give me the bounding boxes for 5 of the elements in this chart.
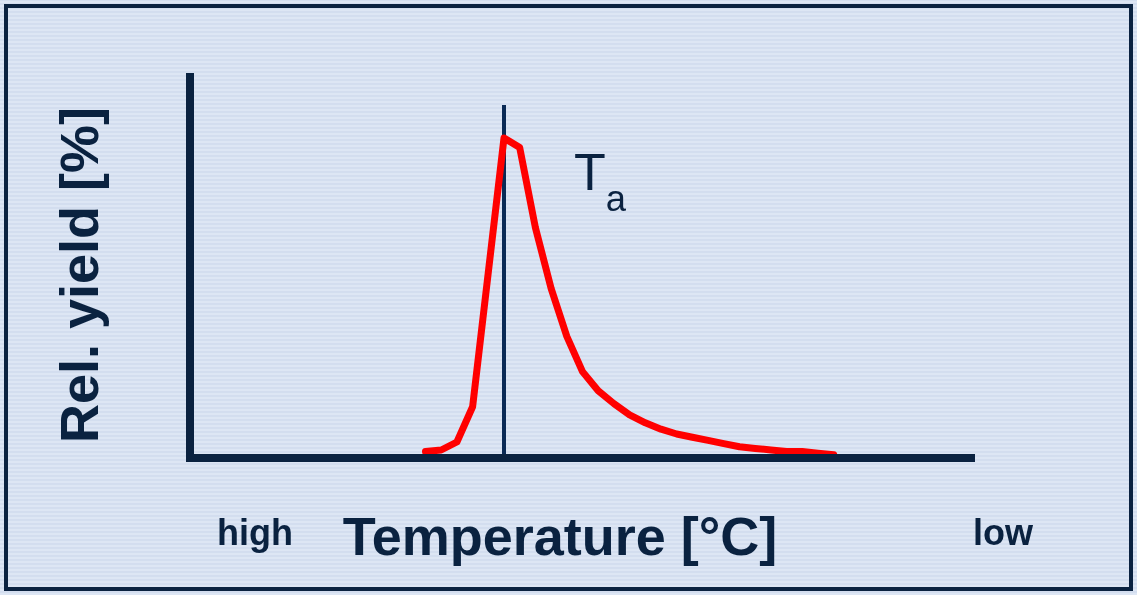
text: low (973, 512, 1034, 553)
text: high (217, 512, 293, 553)
x-axis-title: Temperature [°C] (342, 506, 778, 566)
text: T$_{a}$ (574, 143, 627, 219)
y-axis-title: Rel. yield [%] (49, 106, 109, 444)
